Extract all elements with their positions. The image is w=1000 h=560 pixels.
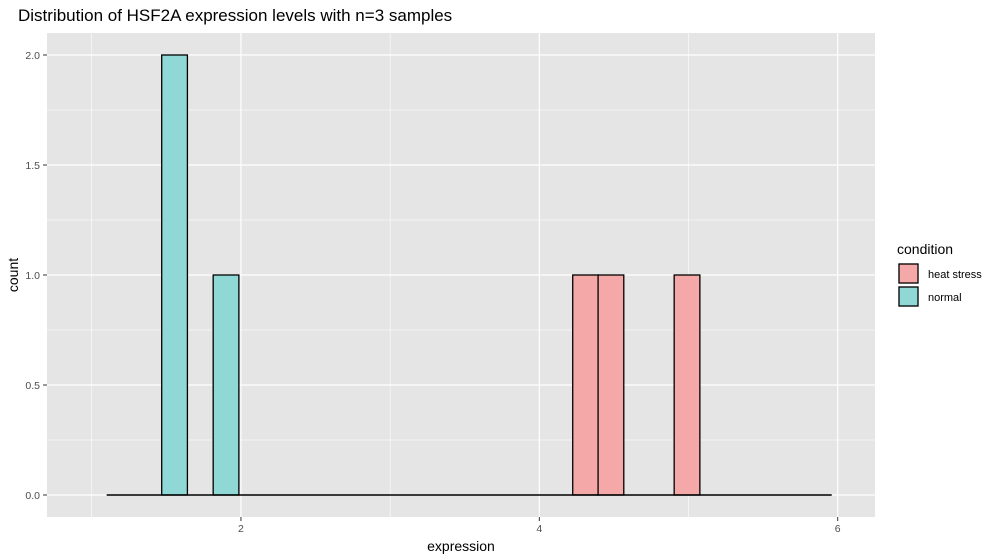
y-tick-label: 0.5: [25, 380, 40, 392]
x-axis-title: expression: [427, 538, 495, 554]
bar-heat-stress: [673, 274, 701, 496]
y-tick-label: 0.0: [25, 490, 40, 502]
y-axis-ticks: 0.0 0.5 1.0 1.5 2.0: [25, 50, 47, 502]
legend-swatch: [898, 286, 919, 307]
x-tick-label: 6: [835, 523, 841, 535]
bar-heat-stress: [572, 274, 600, 496]
legend-label: heat stress: [928, 269, 982, 281]
legend-swatch: [898, 263, 919, 284]
x-tick-label: 2: [238, 523, 244, 535]
y-tick-label: 1.5: [25, 160, 40, 172]
y-tick-label: 1.0: [25, 270, 40, 282]
y-tick-label: 2.0: [25, 50, 40, 62]
legend-label: normal: [928, 292, 962, 304]
chart-title: Distribution of HSF2A expression levels …: [18, 6, 452, 25]
bar-heat-stress: [597, 274, 625, 496]
y-axis-title: count: [5, 258, 21, 292]
histogram-bars: [106, 54, 832, 496]
bar-normal: [161, 54, 189, 496]
x-axis-ticks: 2 4 6: [238, 517, 841, 535]
x-tick-label: 4: [536, 523, 542, 535]
legend: condition heat stress normal: [897, 241, 982, 307]
bar-normal: [212, 274, 240, 496]
legend-title: condition: [897, 241, 953, 257]
